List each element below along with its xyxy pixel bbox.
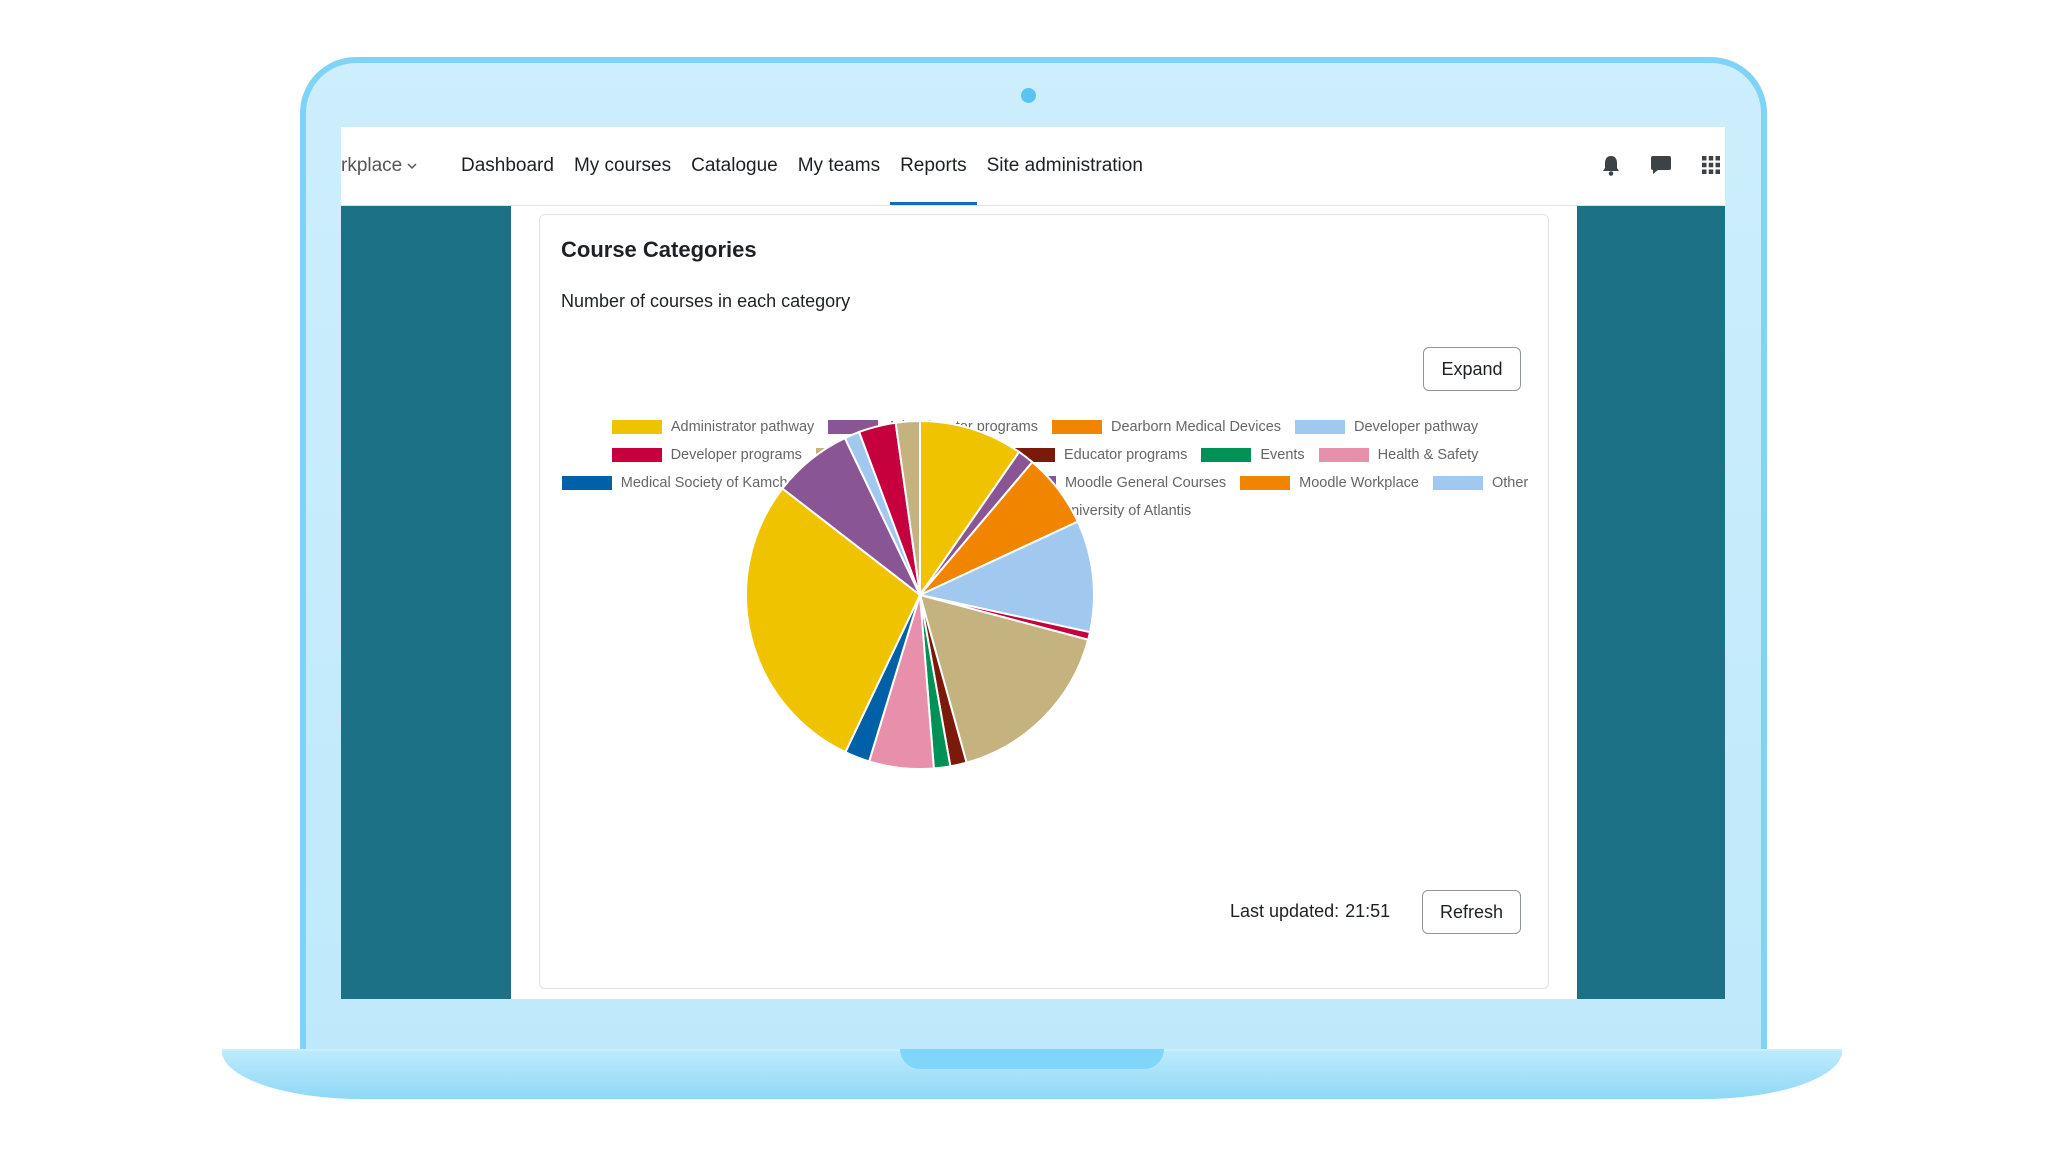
legend-item[interactable]: Moodle Academy: [821, 473, 992, 492]
laptop-notch: [900, 1049, 1164, 1069]
bell-icon[interactable]: [1597, 151, 1625, 179]
legend-label: Moodle Academy: [880, 474, 992, 491]
legend-swatch: [1240, 475, 1291, 490]
course-categories-card: Course Categories Number of courses in e…: [539, 214, 1549, 989]
legend-item[interactable]: University of Atlantis: [1001, 501, 1192, 520]
legend-swatch: [1001, 503, 1052, 518]
legend-item[interactable]: Educator programs: [1005, 445, 1187, 464]
pie-slice[interactable]: [919, 594, 952, 770]
nav-my-courses[interactable]: My courses: [573, 155, 672, 176]
legend-label: Other: [1491, 474, 1529, 491]
legend-label: Developer pathway: [1354, 418, 1479, 435]
legend-label: Medical Society of Kamcha...: [620, 474, 808, 491]
nav-site-administration[interactable]: Site administration: [986, 155, 1143, 176]
legend-item[interactable]: Developer pathway: [1295, 417, 1478, 436]
legend-item[interactable]: P&C: [898, 501, 988, 520]
legend-item[interactable]: Other: [1432, 473, 1529, 492]
card-subtitle: Number of courses in each category: [561, 291, 851, 311]
legend-label: P&C: [957, 502, 988, 519]
camera-icon: [1021, 88, 1036, 103]
pie-slice[interactable]: [867, 594, 935, 770]
app-grid-icon[interactable]: [1697, 151, 1725, 179]
legend-swatch: [611, 419, 662, 434]
nav-reports[interactable]: Reports: [890, 127, 977, 205]
screen: rkplace Dashboard My courses Catalogue M…: [341, 127, 1725, 999]
legend-item[interactable]: Moodle Workplace: [1240, 473, 1419, 492]
legend-item[interactable]: Administrator pathway: [611, 417, 815, 436]
legend-label: Educator programs: [1064, 446, 1188, 463]
nav-my-teams[interactable]: My teams: [797, 155, 881, 176]
navbar: rkplace Dashboard My courses Catalogue M…: [341, 127, 1725, 206]
last-updated-time: 21:51: [1345, 901, 1391, 921]
pie-slice[interactable]: [844, 594, 921, 763]
legend-swatch: [1051, 419, 1102, 434]
legend-item[interactable]: Dearborn Medical Devices: [1051, 417, 1282, 436]
legend-swatch: [1318, 447, 1369, 462]
legend-item[interactable]: Educator pathway: [815, 445, 992, 464]
chart-legend: Administrator pathway Administrator progr…: [560, 417, 1530, 520]
legend-label: Developer programs: [670, 446, 802, 463]
legend-swatch: [611, 447, 662, 462]
legend-swatch: [1005, 447, 1056, 462]
legend-label: University of Atlantis: [1060, 502, 1192, 519]
legend-item[interactable]: Developer programs: [611, 445, 802, 464]
legend-item[interactable]: Events: [1201, 445, 1305, 464]
legend-swatch: [1295, 419, 1346, 434]
card-title: Course Categories: [561, 237, 757, 262]
legend-swatch: [1432, 475, 1483, 490]
legend-item[interactable]: Moodle General Courses: [1005, 473, 1227, 492]
nav-icons: [1597, 151, 1725, 179]
brand-menu[interactable]: rkplace: [341, 155, 418, 177]
legend-swatch: [1201, 447, 1252, 462]
legend-swatch: [815, 447, 866, 462]
legend-item[interactable]: Administrator programs: [828, 417, 1038, 436]
legend-label: Educator pathway: [874, 446, 992, 463]
chat-icon[interactable]: [1647, 151, 1675, 179]
legend-swatch: [898, 503, 949, 518]
legend-label: Administrator programs: [887, 418, 1038, 435]
brand-label: rkplace: [341, 155, 403, 176]
primary-nav: Dashboard My courses Catalogue My teams …: [451, 127, 1153, 205]
legend-label: Health & Safety: [1377, 446, 1479, 463]
pie-slice[interactable]: [745, 487, 922, 754]
pie-slice[interactable]: [919, 594, 1092, 641]
last-updated: Last updated: 21:51: [1230, 901, 1390, 922]
chevron-down-icon: [407, 163, 417, 170]
legend-swatch: [1005, 475, 1056, 490]
legend-swatch: [828, 419, 879, 434]
legend-label: Moodle Workplace: [1299, 474, 1419, 491]
refresh-button[interactable]: Refresh: [1422, 890, 1521, 934]
pie-slice[interactable]: [916, 520, 1095, 634]
legend-item[interactable]: Medical Society of Kamcha...: [561, 473, 808, 492]
legend-label: Events: [1260, 446, 1305, 463]
pie-slice[interactable]: [919, 594, 968, 768]
legend-swatch: [821, 475, 872, 490]
page-content: Course Categories Number of courses in e…: [511, 206, 1577, 999]
expand-button[interactable]: Expand: [1423, 347, 1521, 391]
legend-label: Dearborn Medical Devices: [1110, 418, 1282, 435]
nav-catalogue[interactable]: Catalogue: [691, 155, 778, 176]
legend-label: Moodle General Courses: [1064, 474, 1227, 491]
pie-slice[interactable]: [918, 593, 1090, 764]
legend-item[interactable]: Health & Safety: [1318, 445, 1479, 464]
legend-swatch: [561, 475, 612, 490]
legend-label: Administrator pathway: [670, 418, 815, 435]
pie-chart: [745, 419, 1095, 770]
last-updated-label: Last updated:: [1230, 901, 1340, 921]
nav-dashboard[interactable]: Dashboard: [461, 155, 554, 176]
